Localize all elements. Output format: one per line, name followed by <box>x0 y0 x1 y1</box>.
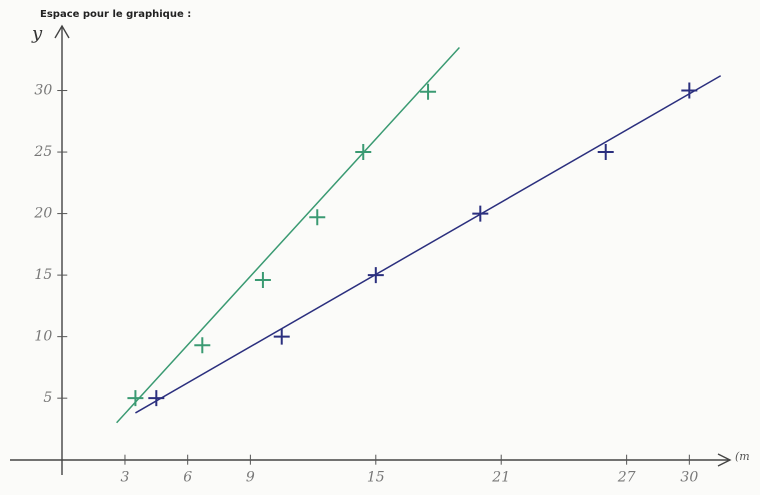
data-point <box>367 267 384 284</box>
y-tick-label: 5 <box>43 390 52 406</box>
data-point <box>254 272 271 289</box>
x-tick-label: 21 <box>491 470 510 486</box>
y-tick-label: 30 <box>34 83 52 99</box>
y-tick-label: 15 <box>34 267 52 283</box>
data-point <box>597 144 614 161</box>
y-tick-label: 10 <box>34 329 52 345</box>
data-point <box>420 83 437 100</box>
data-point <box>273 328 290 345</box>
x-arrow <box>717 453 732 467</box>
data-point <box>309 209 326 226</box>
data-point <box>148 390 165 407</box>
x-tick-label: 6 <box>183 470 192 486</box>
x-tick-label: 15 <box>367 470 385 486</box>
y-tick-label: 20 <box>33 206 52 222</box>
x-tick-label: 27 <box>617 470 636 486</box>
axes <box>10 24 732 475</box>
data-point <box>472 205 489 222</box>
chart-title: Espace pour le graphique : <box>40 9 191 20</box>
y-arrow <box>54 24 70 39</box>
data-point <box>194 337 211 354</box>
data-point <box>355 144 372 161</box>
data-point <box>681 82 698 99</box>
x-tick-label: 30 <box>680 470 698 486</box>
fit-line <box>135 75 722 414</box>
y-axis-label: y <box>31 23 43 44</box>
y-tick-label: 25 <box>33 144 52 160</box>
x-axis-label: (m <box>735 450 750 463</box>
x-tick-label: 3 <box>121 470 130 486</box>
x-tick-label: 9 <box>246 470 255 486</box>
data-point <box>127 390 144 407</box>
fit-line <box>116 46 460 424</box>
